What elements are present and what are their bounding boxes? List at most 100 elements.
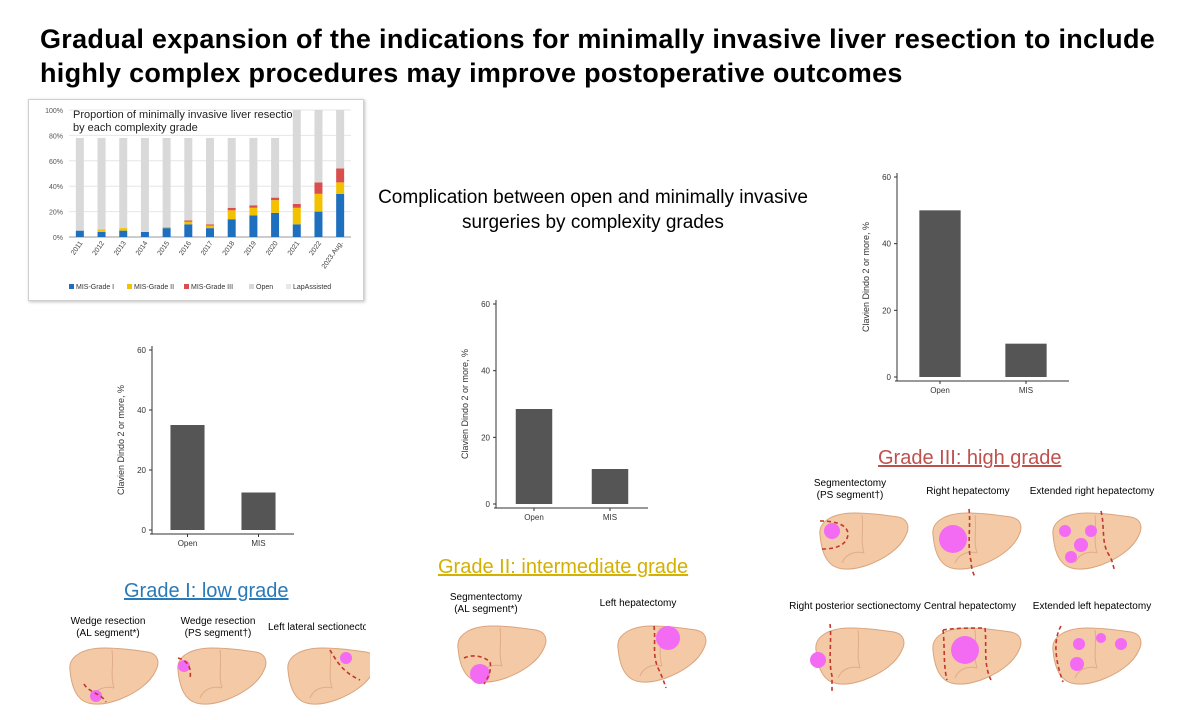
proportion-stacked-bar-chart: 0% 20% 40% 60% 80% 100% Proportion of minimall… (45, 108, 351, 291)
legend-label: Open (256, 284, 273, 291)
x-tick-label: 2020 (265, 240, 280, 257)
bar-mis-grade1 (249, 215, 258, 237)
bar-open (515, 409, 553, 504)
y-tick-label: 40 (137, 406, 146, 415)
liver-shape (1052, 512, 1142, 570)
y-axis-label: Clavien Dindo 2 or more, % (460, 349, 470, 459)
bar-mis-grade2 (271, 200, 280, 213)
resection-line (463, 655, 492, 685)
resection-line (177, 657, 192, 679)
legend-swatch (286, 284, 291, 289)
legend-swatch (249, 284, 254, 289)
tumor-mark (824, 523, 840, 539)
tumor-mark (1096, 633, 1106, 643)
resection-line (653, 625, 667, 689)
g1-proc1-label: Wedge resection (AL segment*) (70, 616, 146, 639)
y-tick-label: 60% (49, 159, 63, 166)
bar-mis-grade1 (184, 224, 193, 237)
resection-line (819, 520, 849, 550)
page-title: Gradual expansion of the indications for… (40, 24, 1156, 88)
y-tick-label: 100% (45, 108, 63, 115)
y-axis-label: Clavien Dindo 2 or more, % (116, 385, 126, 495)
bar-mis-grade2 (227, 210, 236, 220)
chart-title-line1: Proportion of minimally invasive liver r… (73, 109, 299, 121)
bar-mis-grade1 (75, 230, 84, 237)
g3-proc3-label: Extended right hepatectomy (1029, 486, 1155, 497)
bar-mis-grade1 (227, 219, 236, 237)
x-tick-label: 2023.Aug. (321, 240, 345, 270)
grade2-heading: Grade II: intermediate grade (438, 556, 689, 578)
x-tick-label: 2017 (200, 240, 215, 257)
liver-vessel (199, 686, 223, 699)
bar-mis-grade1 (97, 231, 106, 237)
liver-left-hepatectomy-icon (617, 625, 707, 689)
y-tick-label: 0 (142, 526, 147, 535)
tumor-mark (1070, 657, 1084, 671)
tumor-mark (470, 664, 490, 684)
grade3-heading: Grade III: high grade (878, 447, 1062, 469)
liver-vessel (841, 551, 865, 564)
y-tick-label: 0 (486, 500, 491, 509)
x-tick-label: MIS (603, 513, 617, 522)
bar-mis-grade3 (184, 220, 193, 222)
bar-open (336, 110, 345, 169)
liver-shape (815, 627, 905, 685)
tumor-mark (90, 690, 102, 702)
g3-proc5-label: Central hepatectomy (923, 601, 1017, 612)
y-tick-label: 0 (887, 373, 892, 382)
liver-vessel (954, 666, 978, 679)
bar-open (292, 110, 301, 204)
resection-line (829, 623, 833, 692)
liver-segmentectomy-al-icon (457, 625, 547, 685)
bar-mis-grade1 (162, 228, 171, 237)
y-tick-label: 20% (49, 210, 63, 217)
g1-proc3-label: Left lateral sectionectomy (268, 622, 366, 633)
legend-label: LapAssisted (293, 284, 331, 291)
grade2-complication-chart: 0 20 40 60 Clavien Dindo 2 or more, % Open MIS (460, 300, 648, 522)
liver-fissure (974, 514, 978, 554)
tumor-mark (1065, 551, 1077, 563)
bar-mis-grade2 (97, 229, 106, 232)
liver-vessel (1074, 551, 1098, 564)
x-tick-label: 2021 (287, 240, 302, 257)
x-tick-label: 2011 (70, 240, 84, 256)
bar-open (919, 210, 961, 377)
bar-open (249, 137, 258, 206)
liver-shape (177, 647, 267, 705)
liver-wedge-ps-icon (177, 647, 267, 705)
liver-shape (819, 512, 909, 570)
g3-proc2-label: Right hepatectomy (926, 486, 1010, 497)
resection-line (942, 627, 986, 631)
tumor-mark (1085, 525, 1097, 537)
bar-mis-grade2 (184, 221, 193, 225)
y-tick-label: 20 (481, 433, 490, 442)
liver-central-hepatectomy-icon (932, 627, 1022, 685)
bar-mis-grade1 (206, 228, 214, 237)
bar-mis-grade3 (336, 168, 345, 183)
liver-shape (287, 647, 370, 705)
x-tick-label: 2015 (157, 240, 172, 257)
bar-mis-grade1 (292, 224, 301, 237)
bar-mis-grade3 (249, 205, 258, 208)
liver-extended-right-hepatectomy-icon (1052, 510, 1142, 572)
tumor-mark (1073, 638, 1085, 650)
bar-open (314, 110, 323, 183)
liver-vessel (837, 666, 861, 679)
tumor-mark (656, 626, 680, 650)
liver-fissure (499, 627, 503, 667)
tumor-mark (1074, 538, 1088, 552)
y-tick-label: 20 (137, 466, 146, 475)
bar-open (206, 137, 214, 225)
liver-extended-left-hepatectomy-icon (1052, 625, 1142, 685)
x-tick-label: 2018 (222, 240, 237, 257)
resection-line (329, 649, 361, 681)
bar-mis-grade1 (119, 230, 128, 237)
y-tick-label: 80% (49, 133, 63, 140)
x-tick-label: 2019 (243, 240, 258, 257)
g2-proc2-label: Left hepatectomy (599, 598, 677, 609)
tumor-mark (939, 525, 967, 553)
bar-open (119, 137, 128, 229)
liver-vessel (309, 686, 333, 699)
bar-mis-grade1 (314, 211, 323, 237)
g2-proc1-label: Segmentectomy (AL segment*) (449, 592, 523, 615)
